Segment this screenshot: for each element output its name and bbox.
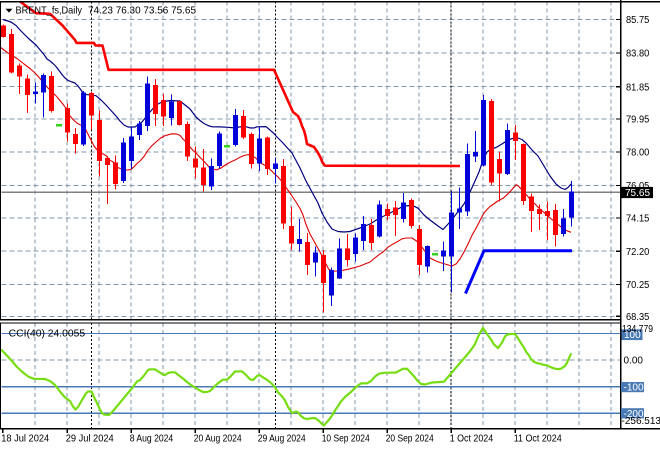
svg-text:8 Aug 2024: 8 Aug 2024 [130, 434, 174, 445]
svg-text:20 Sep 2024: 20 Sep 2024 [386, 434, 434, 445]
svg-text:83.80: 83.80 [626, 49, 650, 60]
svg-text:68.35: 68.35 [626, 312, 650, 323]
svg-text:100: 100 [624, 330, 641, 341]
svg-text:70.25: 70.25 [626, 280, 650, 291]
svg-text:134.779: 134.779 [622, 324, 653, 335]
svg-text:78.00: 78.00 [626, 148, 650, 159]
svg-text:-256.513: -256.513 [622, 416, 660, 427]
svg-text:29 Aug 2024: 29 Aug 2024 [258, 434, 306, 445]
svg-text:-200: -200 [624, 409, 644, 420]
svg-text:10 Sep 2024: 10 Sep 2024 [322, 434, 370, 445]
svg-text:-100: -100 [624, 382, 644, 393]
svg-text:72.20: 72.20 [626, 247, 650, 258]
svg-text:BRENT_fs,Daily: BRENT_fs,Daily [16, 6, 83, 17]
svg-text:18 Jul 2024: 18 Jul 2024 [1, 434, 49, 445]
svg-text:11 Oct 2024: 11 Oct 2024 [514, 434, 562, 445]
svg-text:0.00: 0.00 [624, 356, 644, 367]
svg-text:1 Oct 2024: 1 Oct 2024 [450, 434, 494, 445]
svg-text:CCI(40) 24.0055: CCI(40) 24.0055 [9, 328, 86, 339]
svg-text:74.23 76.30 73.56 75.65: 74.23 76.30 73.56 75.65 [88, 6, 196, 17]
svg-text:29 Jul 2024: 29 Jul 2024 [66, 434, 114, 445]
svg-text:79.95: 79.95 [626, 115, 650, 126]
svg-text:76.05: 76.05 [626, 181, 650, 192]
svg-text:85.75: 85.75 [626, 15, 650, 26]
svg-text:81.85: 81.85 [626, 82, 650, 93]
svg-text:20 Aug 2024: 20 Aug 2024 [194, 434, 242, 445]
svg-text:75.65: 75.65 [625, 188, 650, 199]
svg-text:74.15: 74.15 [626, 214, 650, 225]
